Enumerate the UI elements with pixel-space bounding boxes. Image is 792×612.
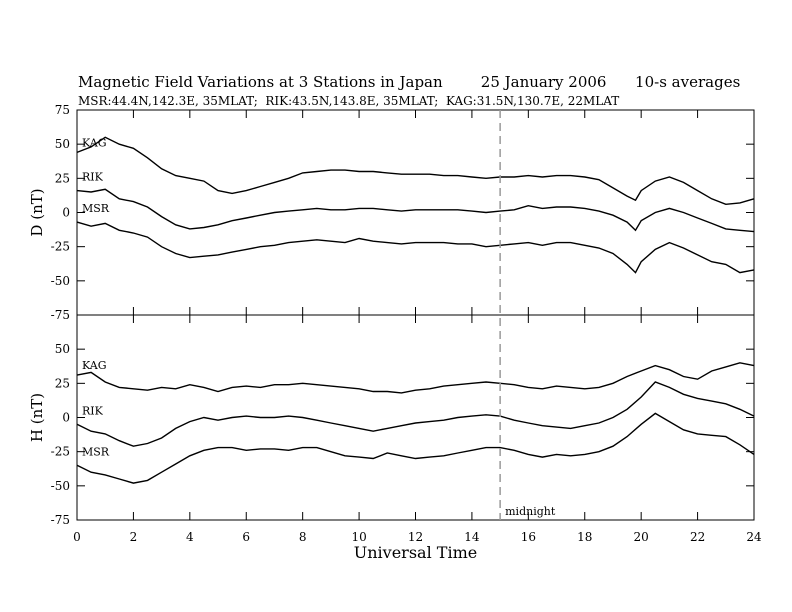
x-tick-label: 6 — [242, 530, 250, 544]
series-line-msr — [76, 412, 755, 484]
panel-frame — [76, 109, 755, 316]
series-line-kag — [76, 136, 755, 206]
x-tick-label: 24 — [746, 530, 762, 544]
midnight-label: midnight — [505, 505, 556, 518]
y-tick-label: -75 — [51, 308, 70, 322]
series-line-kag — [76, 362, 755, 394]
x-tick-label: 4 — [186, 530, 194, 544]
y-tick-label: 25 — [55, 171, 70, 185]
y-tick-label: 50 — [55, 342, 70, 356]
x-tick-label: 10 — [351, 530, 366, 544]
series-line-rik — [76, 188, 755, 233]
y-tick-label: 50 — [55, 137, 70, 151]
series-label-kag: KAG — [82, 359, 107, 372]
x-tick-label: 8 — [299, 530, 307, 544]
series-label-rik: RIK — [82, 171, 104, 184]
x-tick-label: 18 — [577, 530, 592, 544]
y-tick-label: 25 — [55, 376, 70, 390]
x-tick-label: 0 — [73, 530, 81, 544]
y-tick-label: -75 — [51, 513, 70, 527]
y-tick-label: 75 — [55, 103, 70, 117]
y-axis-label: D (nT) — [28, 188, 46, 236]
series-line-rik — [76, 381, 755, 447]
x-tick-label: 16 — [521, 530, 536, 544]
y-tick-label: -50 — [51, 479, 70, 493]
panel-frame — [76, 314, 755, 521]
y-tick-label: -25 — [51, 240, 70, 254]
x-tick-label: 20 — [634, 530, 649, 544]
y-axis-label: H (nT) — [28, 393, 46, 442]
x-tick-label: 22 — [690, 530, 705, 544]
x-tick-label: 2 — [130, 530, 138, 544]
y-tick-label: -25 — [51, 445, 70, 459]
y-tick-label: 0 — [62, 411, 70, 425]
x-tick-label: 12 — [408, 530, 423, 544]
series-label-msr: MSR — [82, 202, 110, 215]
series-label-kag: KAG — [82, 136, 107, 149]
series-line-msr — [76, 221, 755, 274]
x-axis-label: Universal Time — [354, 543, 477, 562]
series-label-msr: MSR — [82, 445, 110, 458]
x-tick-label: 14 — [464, 530, 480, 544]
y-tick-label: 0 — [62, 206, 70, 220]
y-tick-label: -50 — [51, 274, 70, 288]
chart-title: Magnetic Field Variations at 3 Stations … — [78, 73, 741, 91]
chart-subtitle: MSR:44.4N,142.3E, 35MLAT; RIK:43.5N,143.… — [78, 94, 620, 108]
series-label-rik: RIK — [82, 404, 104, 417]
